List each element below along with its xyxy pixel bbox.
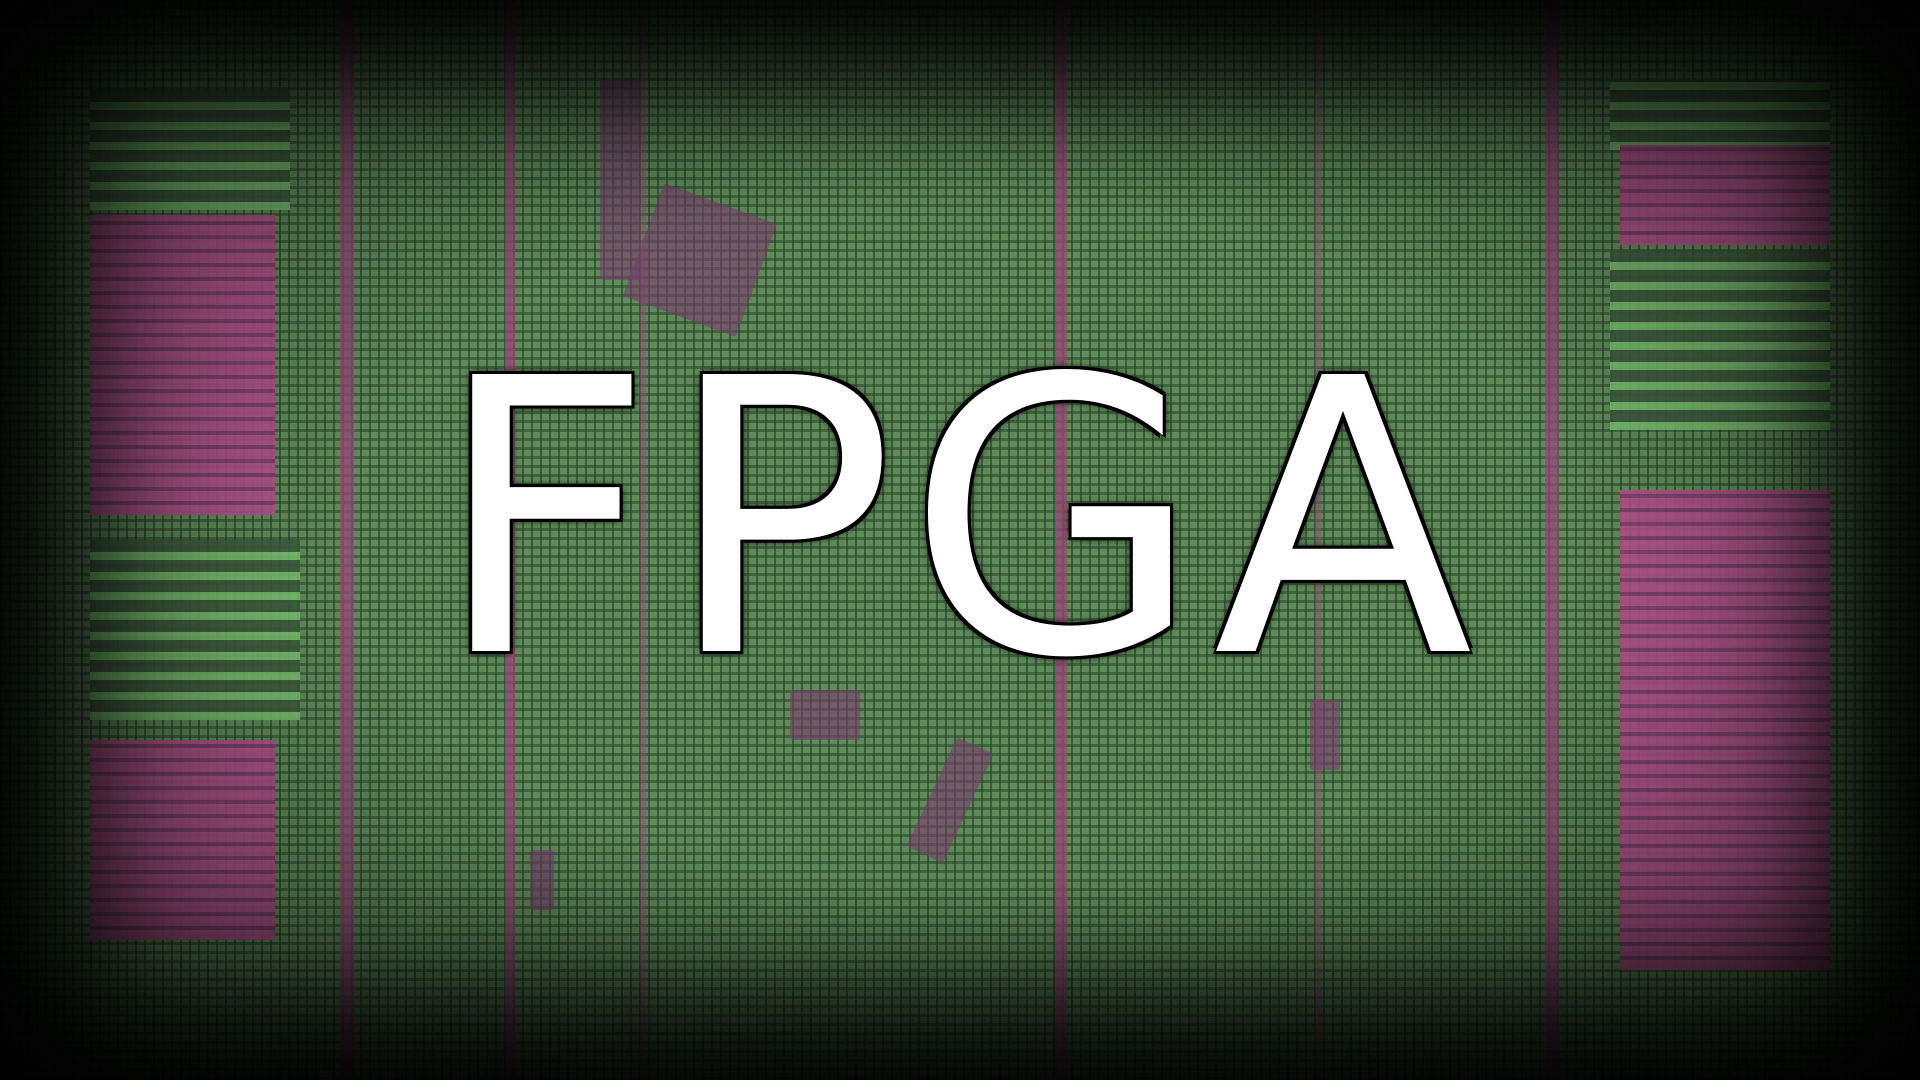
left-io-block <box>90 90 290 210</box>
logic-utilization-smudge <box>530 850 554 910</box>
logic-utilization-smudge <box>906 737 994 863</box>
right-io-block <box>1610 80 1830 150</box>
thumbnail-title: FPGA <box>434 298 1486 741</box>
left-bram-block <box>90 740 275 940</box>
right-bram-block <box>1620 145 1830 245</box>
logic-utilization-smudge <box>600 80 640 280</box>
